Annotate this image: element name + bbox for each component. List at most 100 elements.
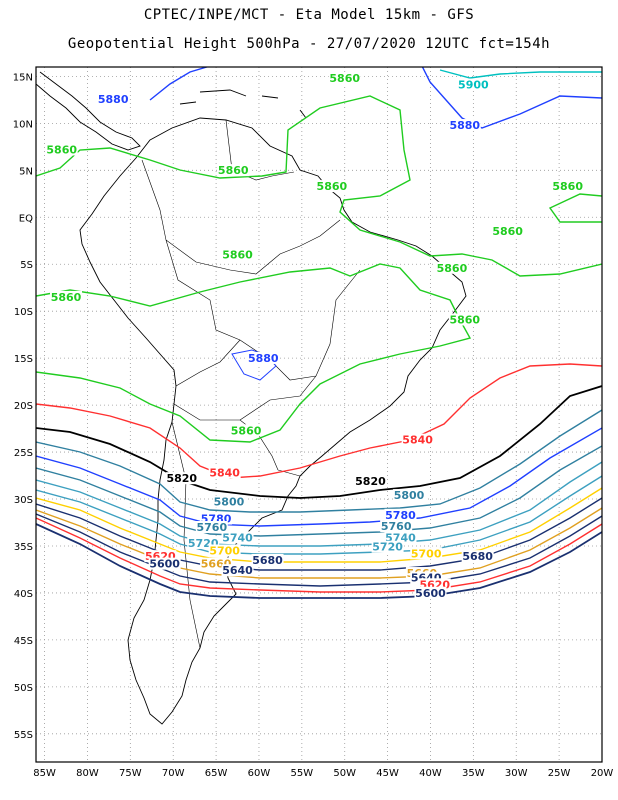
contour-label-background <box>212 495 245 508</box>
chart-subtitle: Geopotential Height 500hPa - 27/07/2020 … <box>67 36 551 52</box>
contour-label: 5800 <box>394 489 425 502</box>
axis-tick-labels: 85W 80W 75W 70W 65W 60W 55W 50W 45W 40W 35W 30W 25W 2… <box>13 72 614 779</box>
contour-label-background <box>384 508 417 521</box>
contour-label-background <box>414 586 447 599</box>
contour-label: 5720 <box>372 541 403 554</box>
contour-label-background <box>208 544 241 557</box>
contour-label: 5820 <box>166 472 197 485</box>
contour-label-background <box>410 547 443 560</box>
contour-label-background <box>551 180 584 193</box>
contour-label: 5860 <box>51 291 82 304</box>
lon-tick-label: 40W <box>419 768 442 779</box>
contour-5780 <box>36 427 602 527</box>
contour-5620 <box>36 517 602 593</box>
contour-5680 <box>36 497 602 571</box>
grid-lines <box>36 67 603 762</box>
contour-label-background <box>97 92 130 105</box>
plot-frame <box>35 66 603 763</box>
contour-label-background <box>251 553 284 566</box>
contour-5640 <box>36 513 602 587</box>
contour-lines <box>36 67 602 599</box>
lat-tick-label: 55S <box>14 730 33 741</box>
lon-tick-label: 85W <box>33 768 56 779</box>
contour-label-background <box>461 550 494 563</box>
pantanal-region <box>231 349 277 381</box>
lon-tick-label: 20W <box>591 768 614 779</box>
contour-5740 <box>36 461 602 547</box>
contour-label: 5860 <box>231 424 262 437</box>
contour-label-background <box>208 466 241 479</box>
contour-5800 <box>36 409 602 513</box>
contour-label-background <box>354 475 387 487</box>
lat-tick-label: 20S <box>14 401 33 412</box>
caribbean-islands <box>179 89 307 119</box>
contour-label: 5840 <box>209 467 240 480</box>
contour-label-background <box>148 557 181 570</box>
lat-tick-label: 30S <box>14 495 33 506</box>
lon-tick-label: 65W <box>205 768 228 779</box>
coastline-central-america <box>36 71 141 151</box>
contour-label: 5860 <box>449 313 480 326</box>
lon-tick-label: 70W <box>162 768 185 779</box>
contour-label: 5840 <box>402 434 433 447</box>
contour-5820 <box>36 385 602 499</box>
contour-5760 <box>36 445 602 537</box>
contour-label-background <box>435 261 468 274</box>
lon-tick-label: 35W <box>462 768 485 779</box>
lon-tick-label: 75W <box>119 768 142 779</box>
lat-tick-label: 50S <box>14 683 33 694</box>
lat-tick-label: 5N <box>19 166 33 177</box>
contour-5900 <box>439 69 602 79</box>
lat-tick-label: 35S <box>14 542 33 553</box>
lat-tick-label: 25S <box>14 448 33 459</box>
contour-label: 5860 <box>222 249 253 262</box>
contour-label: 5760 <box>196 521 227 534</box>
contour-label: 5600 <box>149 558 180 571</box>
lat-tick-label: 10N <box>13 119 33 130</box>
contour-label: 5860 <box>317 180 348 193</box>
lon-tick-label: 45W <box>376 768 399 779</box>
contour-label: 5860 <box>492 225 523 238</box>
contour-label-background <box>380 520 413 533</box>
contour-label-background <box>195 521 228 534</box>
contour-label: 5700 <box>209 545 240 558</box>
contour-label-background <box>217 164 250 177</box>
lat-tick-label: EQ <box>19 213 33 224</box>
contour-label-background <box>401 433 434 446</box>
contour-5700 <box>36 487 602 563</box>
lat-tick-label: 10S <box>14 307 33 318</box>
contour-label-background <box>247 351 280 364</box>
contour-label-background <box>315 180 348 193</box>
contour-label-background <box>328 72 361 85</box>
contour-label-background <box>457 78 490 91</box>
contour-label-background <box>230 424 263 437</box>
contour-label: 5780 <box>385 509 416 522</box>
contour-label: 5760 <box>381 520 412 533</box>
contour-label-background <box>371 540 404 553</box>
contour-label: 5820 <box>355 475 386 488</box>
contour-label: 5860 <box>218 164 249 177</box>
contour-label: 5860 <box>329 72 360 85</box>
contour-5880-north <box>149 67 602 129</box>
lat-tick-label: 15N <box>13 72 33 83</box>
contour-label: 5860 <box>552 180 583 193</box>
contour-label-background <box>221 564 254 577</box>
lon-tick-label: 25W <box>548 768 571 779</box>
contour-label: 5800 <box>214 496 245 509</box>
contour-label: 5740 <box>222 531 253 544</box>
contour-5840 <box>36 363 602 479</box>
contour-label: 5880 <box>248 352 279 365</box>
contour-5600 <box>36 523 602 599</box>
contour-label-background <box>448 313 481 326</box>
contour-label-background <box>384 531 417 544</box>
lon-tick-label: 80W <box>76 768 99 779</box>
contour-label-background <box>165 472 198 485</box>
contour-value-labels: 5880 5880 5900 5860 5860 5860 5860 5860 5860 5860… <box>45 72 584 600</box>
coastline-south-america <box>79 117 467 725</box>
contour-label-background <box>491 225 524 238</box>
contour-label: 5680 <box>252 554 283 567</box>
lon-tick-label: 30W <box>505 768 528 779</box>
contour-label: 5640 <box>222 564 253 577</box>
contour-label: 5860 <box>46 143 77 156</box>
